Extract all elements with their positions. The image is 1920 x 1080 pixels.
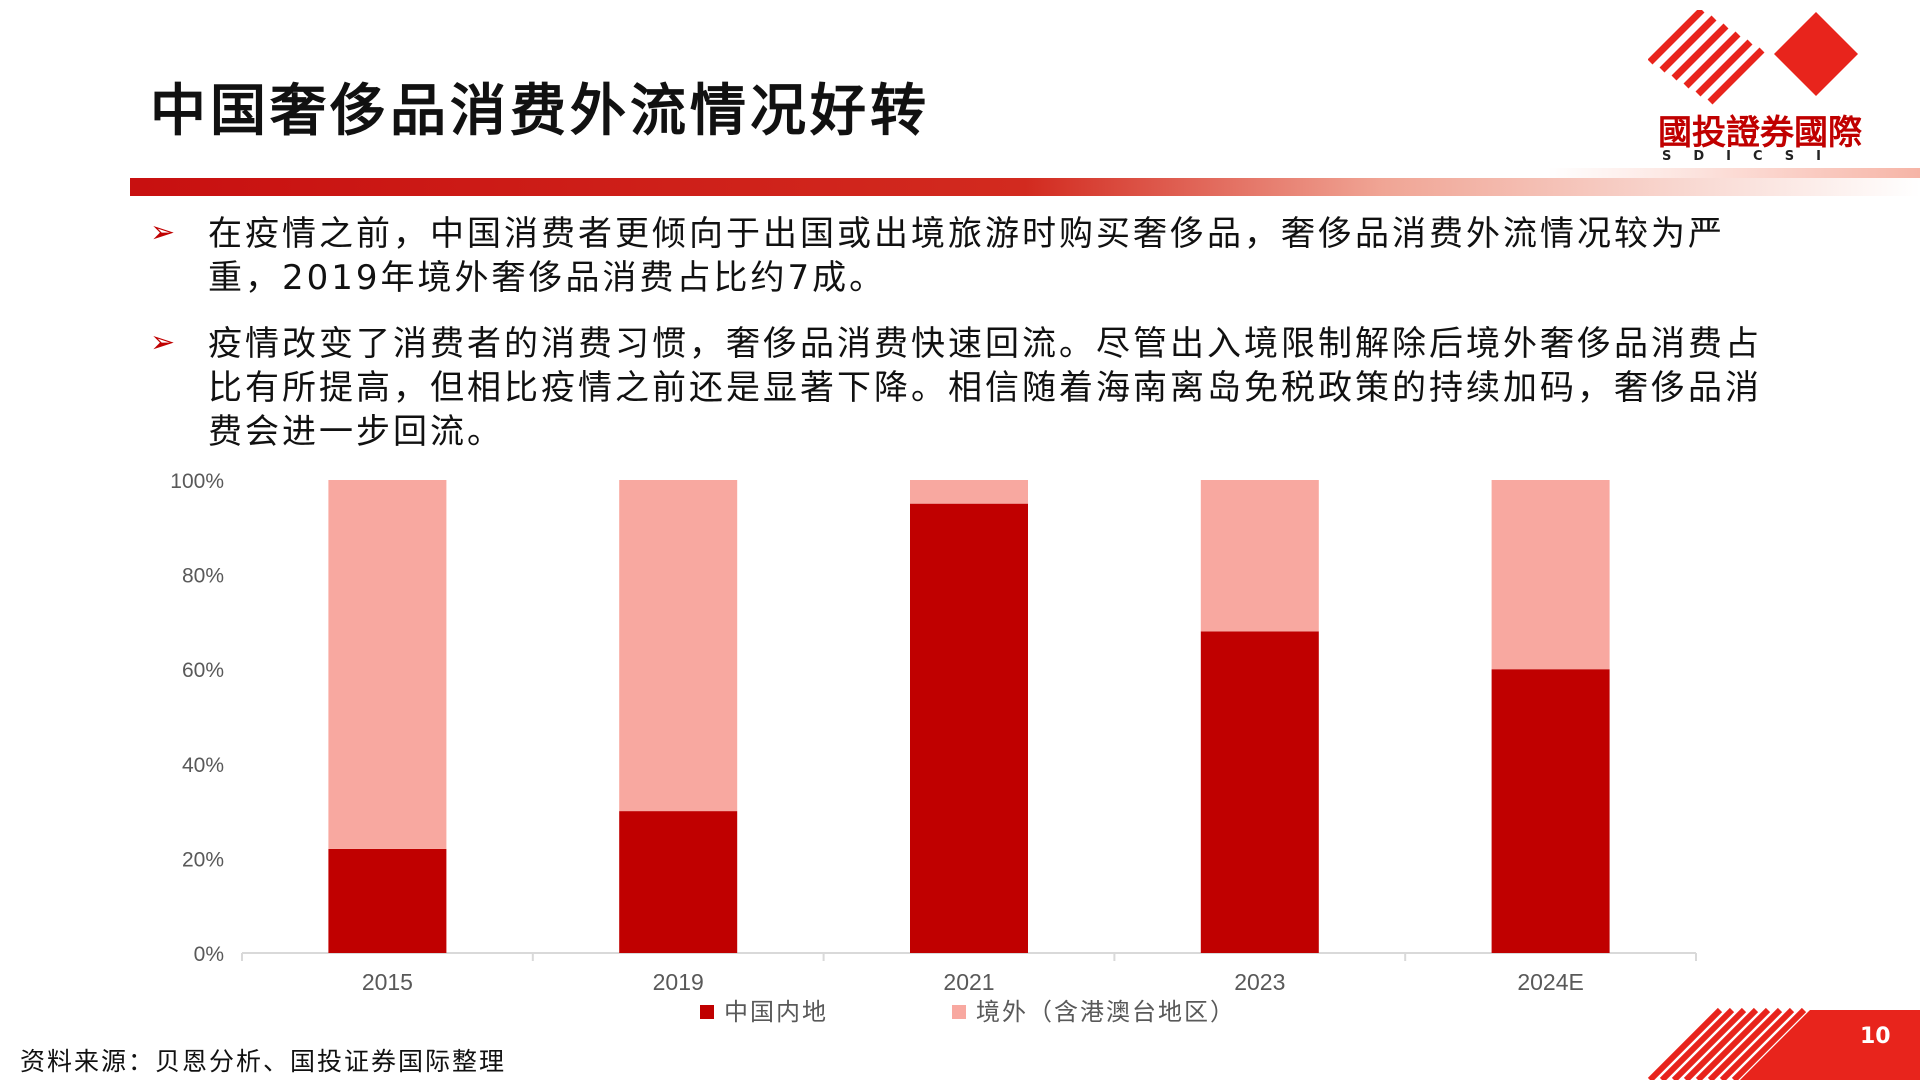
x-tick-label: 2019 xyxy=(653,969,704,995)
header-band-fade xyxy=(1548,168,1920,178)
bullet-item: ➢ 疫情改变了消费者的消费习惯，奢侈品消费快速回流。尽管出入境限制解除后境外奢侈… xyxy=(150,322,1770,454)
source-note: 资料来源：贝恩分析、国投证券国际整理 xyxy=(20,1047,507,1076)
corner-stripes-icon xyxy=(1647,1007,1920,1080)
y-tick-label: 100% xyxy=(170,470,224,493)
bar-overseas xyxy=(619,480,738,812)
bar-domestic xyxy=(910,503,1028,953)
bar-overseas xyxy=(328,480,447,849)
legend-label: 中国内地 xyxy=(724,998,828,1026)
legend-swatch xyxy=(700,1005,714,1019)
bar-domestic xyxy=(619,811,738,953)
bar-overseas xyxy=(1200,480,1319,632)
legend-label: 境外（含港澳台地区） xyxy=(976,998,1236,1026)
company-logo-icon xyxy=(1648,10,1858,105)
legend-swatch xyxy=(952,1005,966,1019)
bullet-item: ➢ 在疫情之前，中国消费者更倾向于出国或出境旅游时购买奢侈品，奢侈品消费外流情况… xyxy=(150,212,1770,300)
bullet-text: 疫情改变了消费者的消费习惯，奢侈品消费快速回流。尽管出入境限制解除后境外奢侈品消… xyxy=(208,324,1762,452)
x-tick-label: 2023 xyxy=(1234,969,1285,995)
y-tick-label: 80% xyxy=(182,565,224,588)
bar-domestic xyxy=(1200,631,1319,953)
y-tick-label: 20% xyxy=(182,848,224,871)
bar-domestic xyxy=(328,848,447,953)
y-tick-label: 60% xyxy=(182,659,224,682)
y-tick-label: 0% xyxy=(194,943,224,966)
page-number: 10 xyxy=(1860,1024,1891,1049)
y-tick-label: 40% xyxy=(182,754,224,777)
logo-subtext: SDICSI xyxy=(1662,149,1843,164)
logo-text: 國投證券國際 xyxy=(1658,113,1862,153)
bullet-text: 在疫情之前，中国消费者更倾向于出国或出境旅游时购买奢侈品，奢侈品消费外流情况较为… xyxy=(208,214,1725,298)
bullet-list: ➢ 在疫情之前，中国消费者更倾向于出国或出境旅游时购买奢侈品，奢侈品消费外流情况… xyxy=(150,212,1770,476)
bar-overseas xyxy=(910,480,1028,504)
x-tick-label: 2015 xyxy=(362,969,413,995)
page-title: 中国奢侈品消费外流情况好转 xyxy=(150,79,930,144)
x-tick-label: 2021 xyxy=(943,969,994,995)
bar-overseas xyxy=(1491,480,1610,670)
bar-domestic xyxy=(1491,669,1610,953)
header-band xyxy=(130,178,1920,196)
x-tick-label: 2024E xyxy=(1517,969,1584,995)
stacked-bar-chart: 0% 20% 40% 60% 80% 100% 2015 2019 2021 2023 2024E 中… xyxy=(170,470,1697,1026)
bullet-arrow-icon: ➢ xyxy=(150,325,176,360)
bullet-arrow-icon: ➢ xyxy=(150,215,176,250)
